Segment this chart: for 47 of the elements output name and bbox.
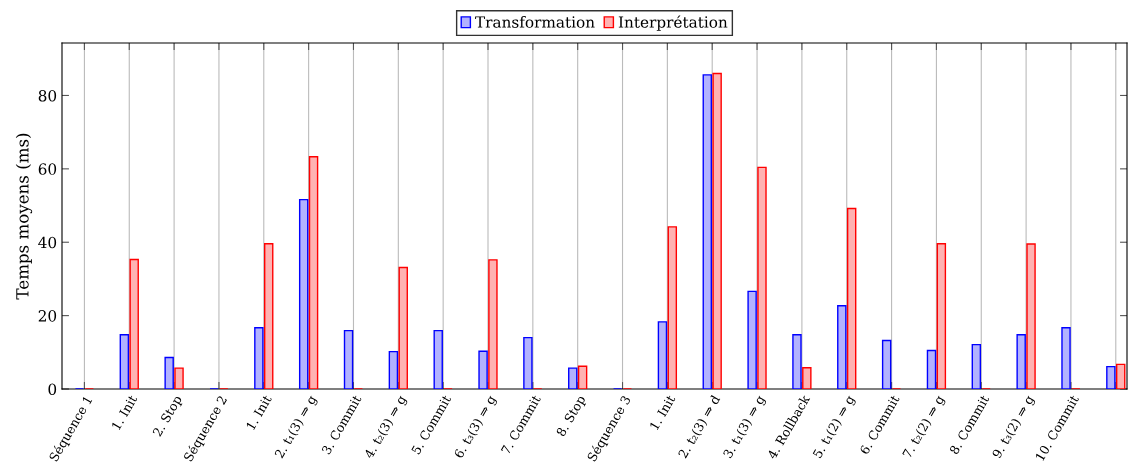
bar xyxy=(174,367,184,389)
bar xyxy=(164,356,174,389)
bar xyxy=(926,349,937,389)
bar xyxy=(667,226,678,389)
bar xyxy=(881,339,892,389)
bar xyxy=(747,290,757,389)
bar xyxy=(568,367,578,389)
y-tick-label: 40 xyxy=(38,236,57,249)
bar xyxy=(936,243,947,389)
bar xyxy=(343,329,354,389)
legend-label: Interprétation xyxy=(618,15,728,31)
bar xyxy=(1106,365,1116,389)
bar xyxy=(308,156,319,389)
legend-label: Transformation xyxy=(475,15,595,28)
bar xyxy=(792,334,802,389)
bar xyxy=(433,329,443,389)
bar xyxy=(398,266,408,389)
bar xyxy=(488,259,498,389)
bar xyxy=(657,321,668,389)
bar xyxy=(478,350,488,389)
bar xyxy=(702,74,713,389)
y-axis-title: Temps moyens (ms) xyxy=(15,133,33,300)
x-tick-label: 1. Init xyxy=(245,394,273,431)
bar xyxy=(1061,327,1071,389)
bar xyxy=(757,166,767,389)
bar xyxy=(577,365,588,389)
bar xyxy=(523,336,533,389)
bar xyxy=(802,367,812,389)
bar xyxy=(1026,243,1036,389)
y-tick-label: 60 xyxy=(38,163,57,175)
bar xyxy=(1016,334,1026,389)
bar xyxy=(1115,363,1126,389)
x-tick-label: 1. Init xyxy=(111,394,138,431)
y-tick-label: 0 xyxy=(48,383,57,396)
bar xyxy=(254,327,264,389)
y-tick-label: 20 xyxy=(38,310,57,322)
bar xyxy=(846,207,857,389)
y-tick-label: 80 xyxy=(38,89,57,102)
bar xyxy=(298,198,309,389)
bar xyxy=(971,343,982,389)
bar xyxy=(388,350,399,389)
bar xyxy=(712,72,722,389)
bar xyxy=(119,334,130,389)
bar xyxy=(263,243,274,389)
bar xyxy=(129,258,139,389)
bar xyxy=(837,305,847,389)
x-tick-label: 1. Init xyxy=(649,394,676,431)
